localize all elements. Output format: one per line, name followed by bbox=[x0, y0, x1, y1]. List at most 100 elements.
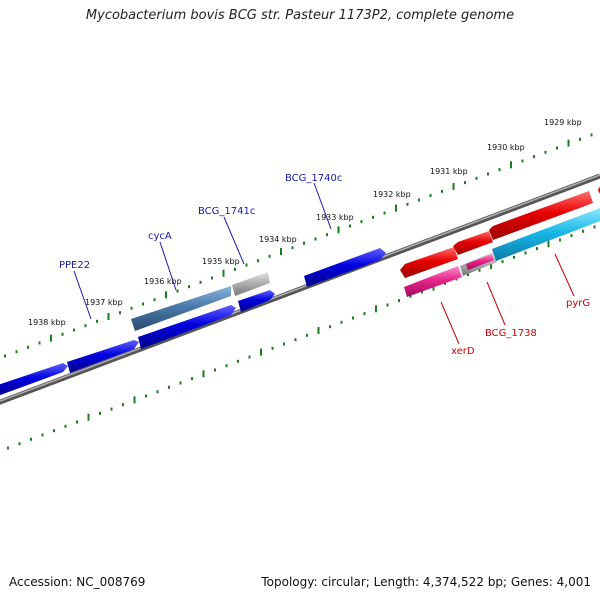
gene-label[interactable]: BCG_1740c bbox=[285, 173, 342, 184]
minor-tick bbox=[84, 324, 87, 328]
tick-label: 1937 kbp bbox=[85, 298, 123, 307]
minor-tick bbox=[41, 433, 44, 437]
tick-label: 1931 kbp bbox=[430, 167, 468, 176]
major-tick bbox=[317, 327, 320, 334]
tick-label: 1929 kbp bbox=[544, 118, 582, 127]
gene-labels: BCG_1740c BCG_1741c cycA PPE22 pyrG BCG_… bbox=[59, 173, 590, 357]
major-tick bbox=[375, 305, 377, 313]
major-tick bbox=[222, 269, 225, 277]
minor-tick bbox=[271, 346, 274, 350]
minor-tick bbox=[513, 255, 515, 259]
major-tick bbox=[107, 313, 110, 320]
minor-tick bbox=[122, 403, 124, 407]
minor-tick bbox=[429, 194, 432, 198]
gene-label[interactable]: PPE22 bbox=[59, 260, 90, 271]
minor-tick bbox=[360, 220, 363, 224]
minor-tick bbox=[340, 320, 343, 324]
major-tick bbox=[165, 291, 167, 299]
minor-tick bbox=[283, 342, 285, 346]
minor-tick bbox=[582, 229, 584, 233]
gene-arrow[interactable] bbox=[232, 272, 270, 296]
minor-tick bbox=[156, 390, 159, 394]
gene-arrow[interactable] bbox=[466, 254, 494, 270]
minor-tick bbox=[61, 332, 64, 336]
minor-tick bbox=[191, 377, 193, 381]
tick-labels: 1929 kbp 1930 kbp 1931 kbp 1932 kbp 1933… bbox=[28, 118, 582, 327]
minor-tick bbox=[237, 359, 239, 363]
minor-tick bbox=[406, 202, 409, 206]
tick-label: 1930 kbp bbox=[487, 143, 525, 152]
minor-tick bbox=[329, 325, 331, 329]
gene-arrow[interactable] bbox=[453, 231, 493, 255]
minor-tick bbox=[188, 285, 190, 289]
backbone-line bbox=[0, 173, 600, 405]
major-tick bbox=[490, 262, 492, 269]
minor-tick bbox=[245, 263, 248, 267]
minor-tick bbox=[76, 420, 78, 424]
minor-tick bbox=[533, 155, 535, 159]
gene-arrow[interactable] bbox=[304, 248, 386, 287]
minor-tick bbox=[590, 133, 593, 137]
minor-tick bbox=[418, 198, 420, 202]
gene-arrow[interactable] bbox=[67, 340, 139, 373]
gene-arrow[interactable] bbox=[492, 208, 600, 261]
minor-tick bbox=[372, 215, 374, 219]
minor-tick bbox=[291, 246, 294, 250]
minor-tick bbox=[18, 442, 21, 446]
gene-label[interactable]: BCG_1738 bbox=[485, 328, 537, 339]
minor-tick bbox=[464, 181, 466, 185]
minor-tick bbox=[306, 333, 308, 337]
major-tick bbox=[202, 370, 205, 378]
tick-label: 1933 kbp bbox=[316, 213, 354, 222]
major-tick bbox=[133, 396, 136, 404]
minor-tick bbox=[130, 306, 133, 310]
minor-tick bbox=[444, 281, 446, 285]
minor-tick bbox=[145, 394, 147, 398]
minor-tick bbox=[421, 290, 423, 294]
minor-tick bbox=[142, 302, 144, 306]
minor-tick bbox=[579, 137, 581, 141]
gene-arrow[interactable] bbox=[400, 247, 458, 278]
major-tick bbox=[510, 161, 512, 169]
minor-tick bbox=[314, 237, 317, 241]
minor-tick bbox=[363, 312, 366, 316]
minor-tick bbox=[179, 381, 182, 385]
gene-arrow[interactable] bbox=[238, 290, 275, 312]
major-tick bbox=[87, 413, 90, 421]
minor-tick bbox=[4, 354, 6, 358]
minor-tick bbox=[475, 176, 478, 180]
gene-arrow[interactable] bbox=[489, 191, 593, 240]
gene-label[interactable]: pyrG bbox=[566, 298, 590, 309]
minor-tick bbox=[478, 268, 481, 272]
major-tick bbox=[452, 183, 455, 190]
minor-tick bbox=[294, 338, 297, 342]
major-tick bbox=[280, 248, 282, 255]
minor-tick bbox=[214, 368, 216, 372]
gene-label[interactable]: BCG_1741c bbox=[198, 206, 255, 217]
gene-label[interactable]: cycA bbox=[148, 231, 172, 242]
outer-tick-track bbox=[4, 133, 593, 358]
minor-tick bbox=[99, 411, 101, 415]
minor-tick bbox=[593, 225, 596, 229]
minor-tick bbox=[153, 298, 156, 302]
gene-arrow[interactable] bbox=[131, 286, 231, 331]
minor-tick bbox=[53, 429, 55, 433]
minor-tick bbox=[352, 316, 354, 320]
minor-tick bbox=[96, 319, 98, 323]
minor-tick bbox=[27, 345, 29, 349]
minor-tick bbox=[303, 241, 305, 245]
genome-summary-text: Topology: circular; Length: 4,374,522 bp… bbox=[261, 575, 591, 589]
minor-tick bbox=[7, 446, 9, 450]
gene-arrow[interactable] bbox=[138, 305, 236, 349]
minor-tick bbox=[570, 234, 573, 238]
minor-tick bbox=[257, 259, 259, 263]
minor-tick bbox=[559, 238, 561, 242]
minor-tick bbox=[467, 273, 469, 277]
tick-label: 1938 kbp bbox=[28, 318, 66, 327]
minor-tick bbox=[498, 168, 501, 172]
minor-tick bbox=[199, 280, 202, 284]
gene-label[interactable]: xerD bbox=[451, 346, 475, 357]
gene-arrow[interactable] bbox=[404, 266, 462, 297]
major-tick bbox=[337, 226, 340, 234]
gene-arrow[interactable] bbox=[0, 363, 68, 397]
